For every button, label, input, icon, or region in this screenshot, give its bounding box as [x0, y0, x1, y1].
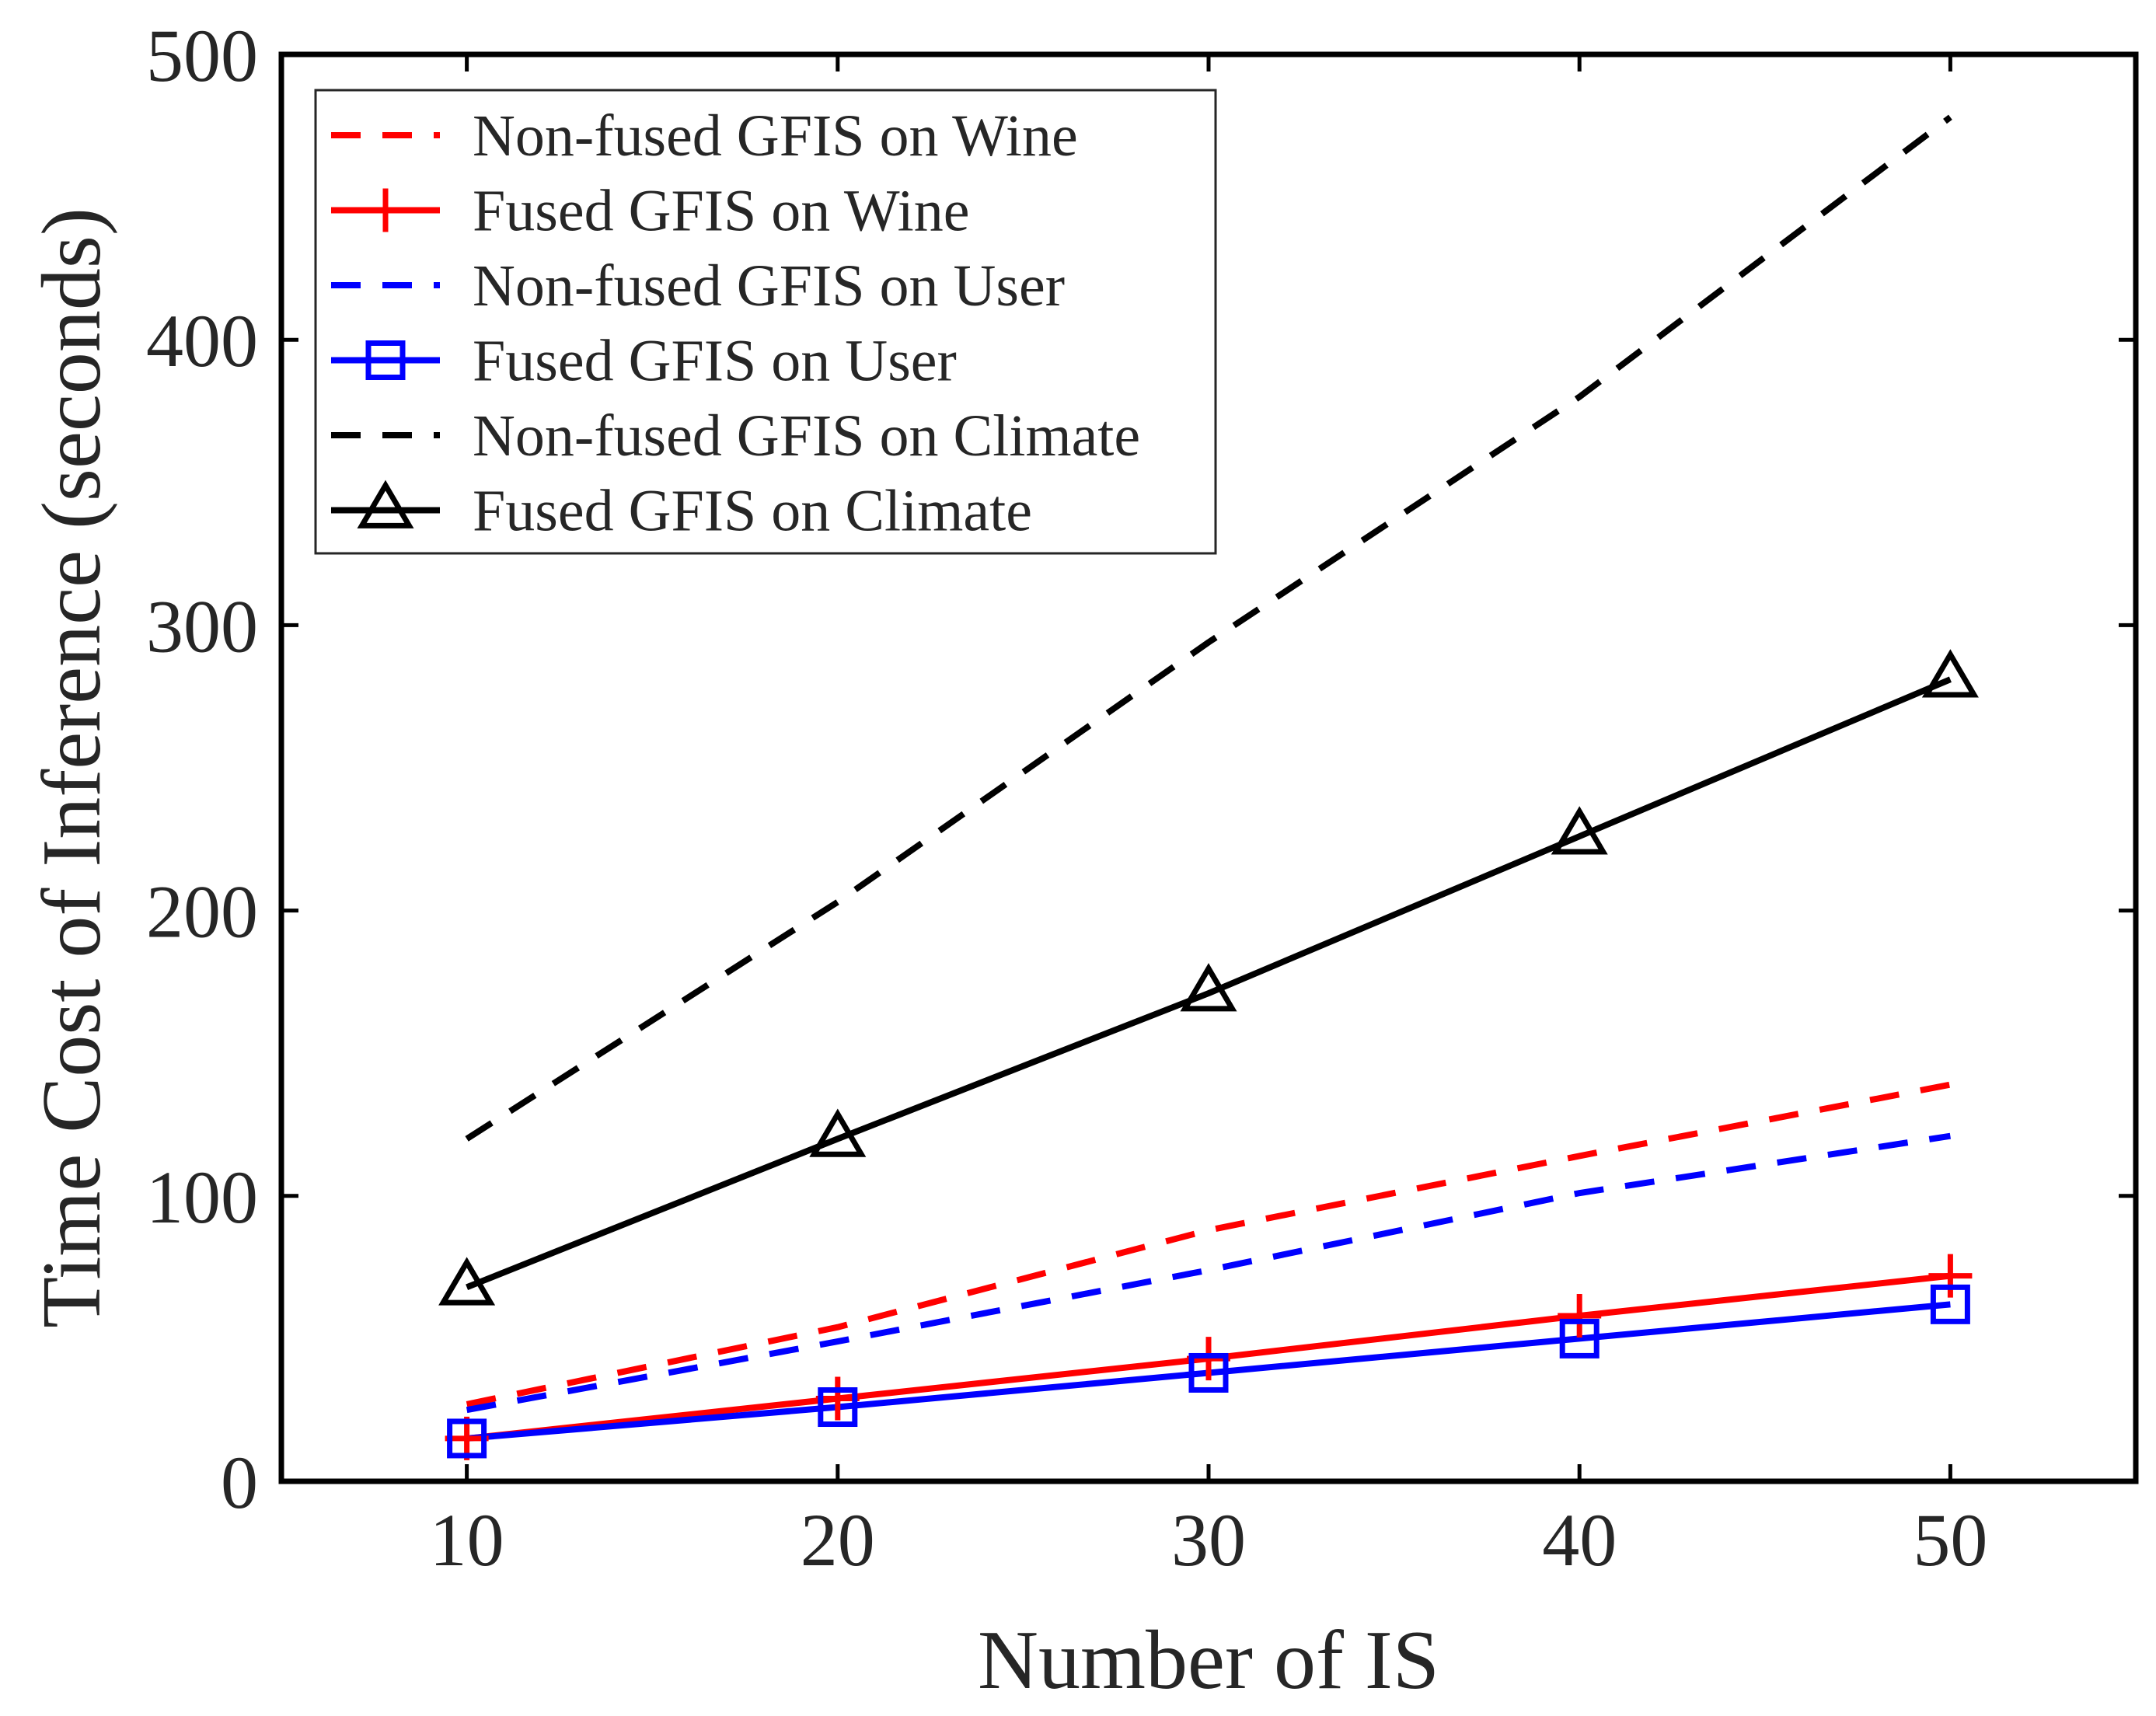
- legend-marker: [364, 188, 407, 232]
- legend-item-non-fused-gfis-on-user: Non-fused GFIS on User: [331, 253, 1065, 319]
- legend-label: Fused GFIS on User: [473, 329, 957, 394]
- data-point-fused-gfis-on-user: [818, 1387, 858, 1428]
- legend-label: Fused GFIS on Climate: [473, 479, 1032, 544]
- data-point-fused-gfis-on-climate: [438, 1257, 496, 1306]
- marker-layer: [438, 649, 1979, 1460]
- data-point-fused-gfis-on-user: [1188, 1352, 1229, 1393]
- legend-item-fused-gfis-on-climate: Fused GFIS on Climate: [331, 479, 1032, 544]
- y-tick-label: 0: [221, 1441, 258, 1524]
- legend-marker: [357, 480, 414, 528]
- legend: Non-fused GFIS on Wine Fused GFIS on Wine…: [314, 89, 1217, 555]
- x-tick-label: 20: [801, 1498, 875, 1582]
- x-tick-label: 50: [1913, 1498, 1987, 1582]
- data-point-fused-gfis-on-climate: [1921, 649, 1979, 698]
- x-tick-label: 30: [1171, 1498, 1246, 1582]
- legend-item-fused-gfis-on-wine: Fused GFIS on Wine: [331, 179, 969, 244]
- x-tick-label: 10: [430, 1498, 504, 1582]
- data-point-fused-gfis-on-climate: [809, 1108, 867, 1157]
- legend-item-non-fused-gfis-on-climate: Non-fused GFIS on Climate: [331, 403, 1140, 469]
- data-point-fused-gfis-on-user: [1930, 1284, 1970, 1324]
- data-point-fused-gfis-on-climate: [1551, 806, 1608, 855]
- series-line-non-fused-gfis-on-user: [466, 1132, 1952, 1414]
- y-tick-label: 200: [146, 870, 258, 954]
- legend-label: Non-fused GFIS on User: [473, 253, 1065, 319]
- legend-item-non-fused-gfis-on-wine: Non-fused GFIS on Wine: [331, 103, 1078, 169]
- legend-item-fused-gfis-on-user: Fused GFIS on User: [331, 329, 957, 394]
- series-line-fused-gfis-on-climate: [466, 676, 1952, 1291]
- data-point-fused-gfis-on-wine: [1558, 1294, 1602, 1338]
- x-axis-label: Number of IS: [978, 1614, 1439, 1707]
- legend-box: [314, 89, 1217, 555]
- y-tick-label: 300: [146, 584, 258, 668]
- legend-marker: [365, 340, 406, 380]
- series-layer: [465, 114, 1952, 1442]
- y-tick-label: 400: [146, 299, 258, 382]
- y-tick-label: 500: [146, 14, 258, 97]
- legend-label: Fused GFIS on Wine: [473, 179, 969, 244]
- y-axis-label: Time Cost of Inference (seconds): [26, 208, 118, 1328]
- data-point-fused-gfis-on-climate: [1180, 963, 1237, 1012]
- data-point-fused-gfis-on-user: [447, 1418, 487, 1459]
- y-tick-label: 100: [146, 1156, 258, 1239]
- data-point-fused-gfis-on-user: [1559, 1318, 1600, 1358]
- legend-label: Non-fused GFIS on Wine: [473, 103, 1078, 169]
- data-point-fused-gfis-on-wine: [1928, 1254, 1973, 1298]
- series-line-non-fused-gfis-on-climate: [465, 114, 1952, 1142]
- legend-label: Non-fused GFIS on Climate: [473, 403, 1140, 469]
- x-tick-label: 40: [1542, 1498, 1617, 1582]
